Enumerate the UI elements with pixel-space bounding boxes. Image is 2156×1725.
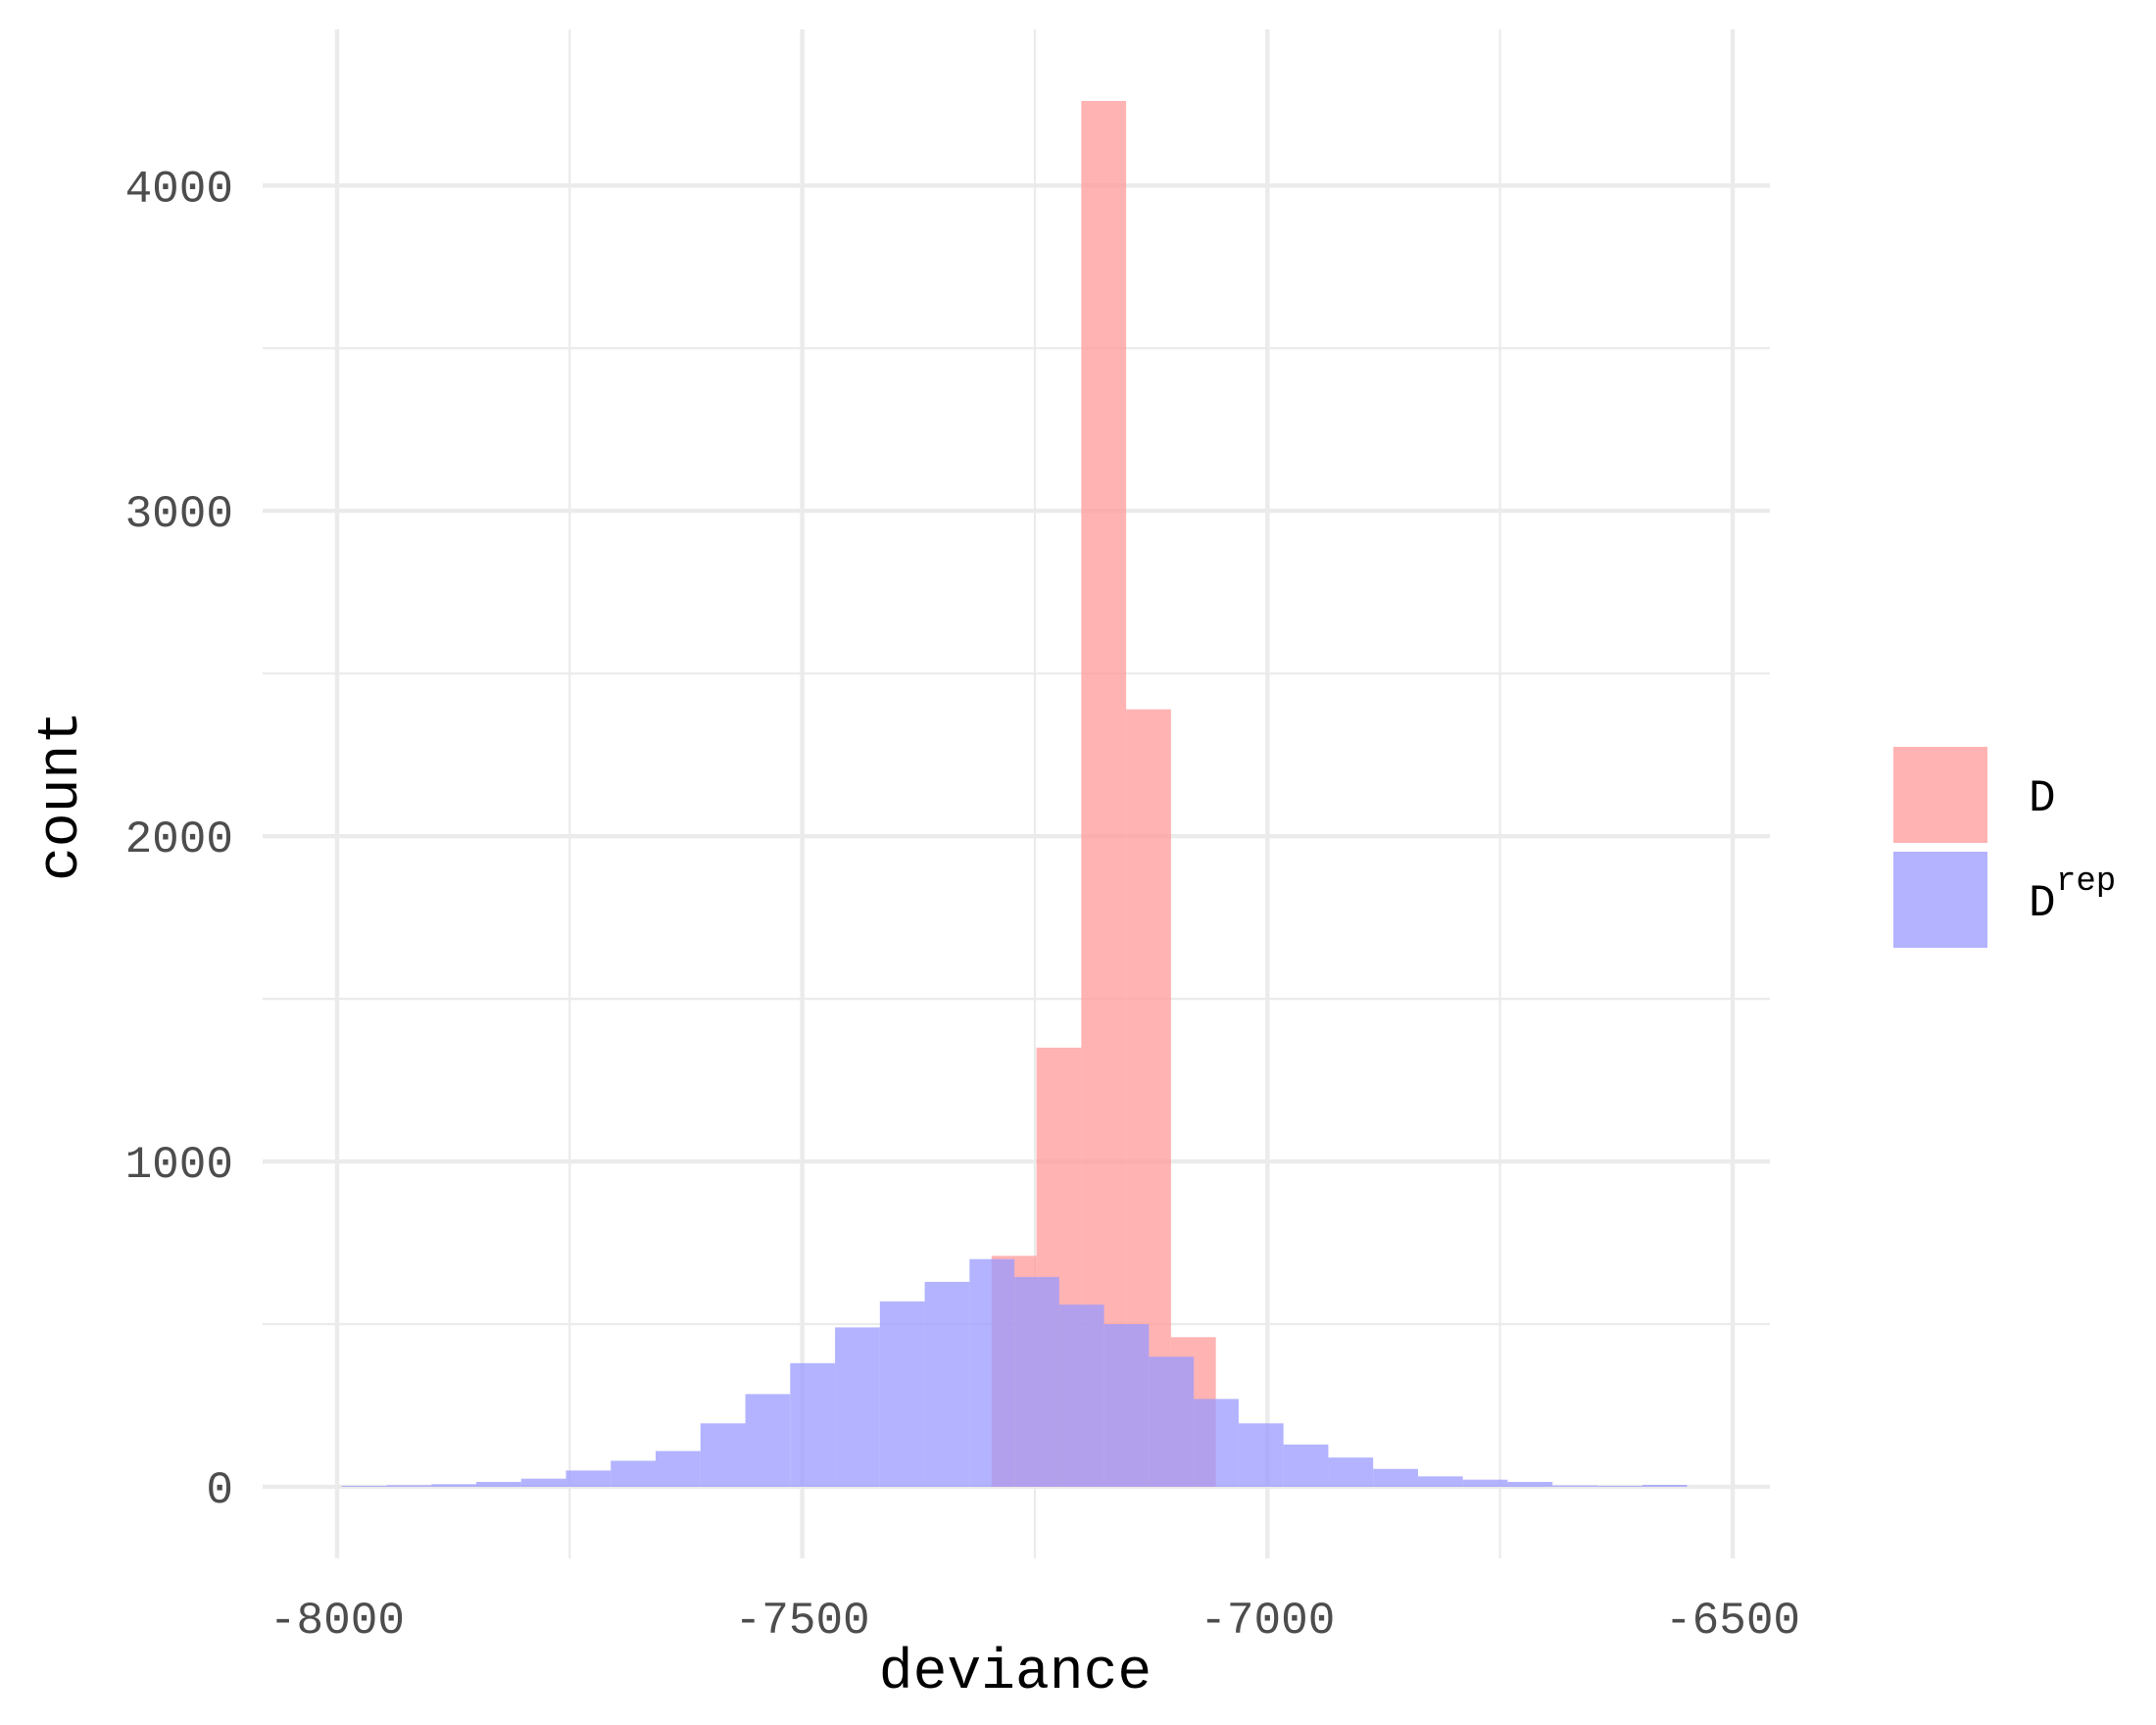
x-tick-label: -8000 — [270, 1596, 405, 1647]
histogram-bar-D-rep — [1462, 1479, 1508, 1487]
histogram-bar-D-rep — [1373, 1468, 1418, 1487]
legend-key — [1893, 852, 1987, 948]
histogram-bar-D-rep — [1417, 1476, 1463, 1487]
histogram-bar-D-rep — [969, 1258, 1015, 1487]
histogram-bar-D-rep — [1014, 1276, 1059, 1487]
y-tick-label: 4000 — [125, 164, 233, 215]
histogram-bar-D-rep — [790, 1362, 836, 1487]
histogram-bar-D-rep — [341, 1485, 387, 1487]
histogram-bar-D-rep — [656, 1451, 701, 1487]
bars — [341, 101, 1688, 1487]
legend-label-superscript: rep — [2056, 863, 2116, 901]
y-tick-label: 3000 — [125, 489, 233, 540]
legend: D D rep — [1893, 747, 2116, 948]
histogram-bar-D — [1081, 101, 1127, 1487]
histogram-bar-D-rep — [924, 1281, 970, 1487]
histogram-bar-D-rep — [1058, 1305, 1104, 1487]
histogram-bar-D-rep — [1552, 1485, 1597, 1487]
histogram-bar-D-rep — [475, 1482, 521, 1487]
histogram-bar-D-rep — [565, 1470, 612, 1487]
y-axis-tick-labels: 0 1000 2000 3000 4000 — [125, 164, 233, 1516]
histogram-bar-D-rep — [611, 1460, 657, 1487]
histogram-bar-D-rep — [1507, 1482, 1553, 1487]
histogram-bar-D-rep — [835, 1327, 880, 1487]
y-axis-title: count — [30, 711, 94, 881]
y-tick-label: 1000 — [125, 1140, 233, 1191]
histogram-bar-D-rep — [1103, 1324, 1150, 1487]
histogram-bar-D-rep — [1238, 1423, 1284, 1487]
histogram-bar-D-rep — [386, 1485, 432, 1487]
x-tick-label: -7500 — [735, 1596, 870, 1647]
legend-label: D — [2029, 878, 2056, 929]
histogram-bar-D-rep — [745, 1394, 791, 1487]
legend-key — [1893, 747, 1987, 843]
legend-label: D — [2029, 773, 2056, 824]
histogram-bar-D-rep — [520, 1478, 566, 1487]
histogram-bar-D-rep — [1283, 1444, 1329, 1487]
histogram-bar-D-rep — [431, 1484, 476, 1487]
y-tick-label: 0 — [206, 1465, 233, 1516]
histogram-bar-D-rep — [1596, 1485, 1642, 1487]
grid — [263, 29, 1770, 1558]
x-axis-tick-labels: -8000 -7500 -7000 -6500 — [270, 1596, 1800, 1647]
histogram-bar-D-rep — [1149, 1356, 1195, 1487]
x-tick-label: -7000 — [1200, 1596, 1335, 1647]
x-tick-label: -6500 — [1665, 1596, 1800, 1647]
histogram-bar-D-rep — [1642, 1484, 1688, 1487]
histogram-bar-D-rep — [1194, 1399, 1239, 1487]
histogram-bar-D-rep — [700, 1423, 746, 1487]
histogram-bar-D-rep — [879, 1301, 925, 1487]
y-tick-label: 2000 — [125, 814, 233, 865]
x-axis-title: deviance — [879, 1642, 1152, 1705]
histogram-bar-D-rep — [1328, 1457, 1374, 1487]
